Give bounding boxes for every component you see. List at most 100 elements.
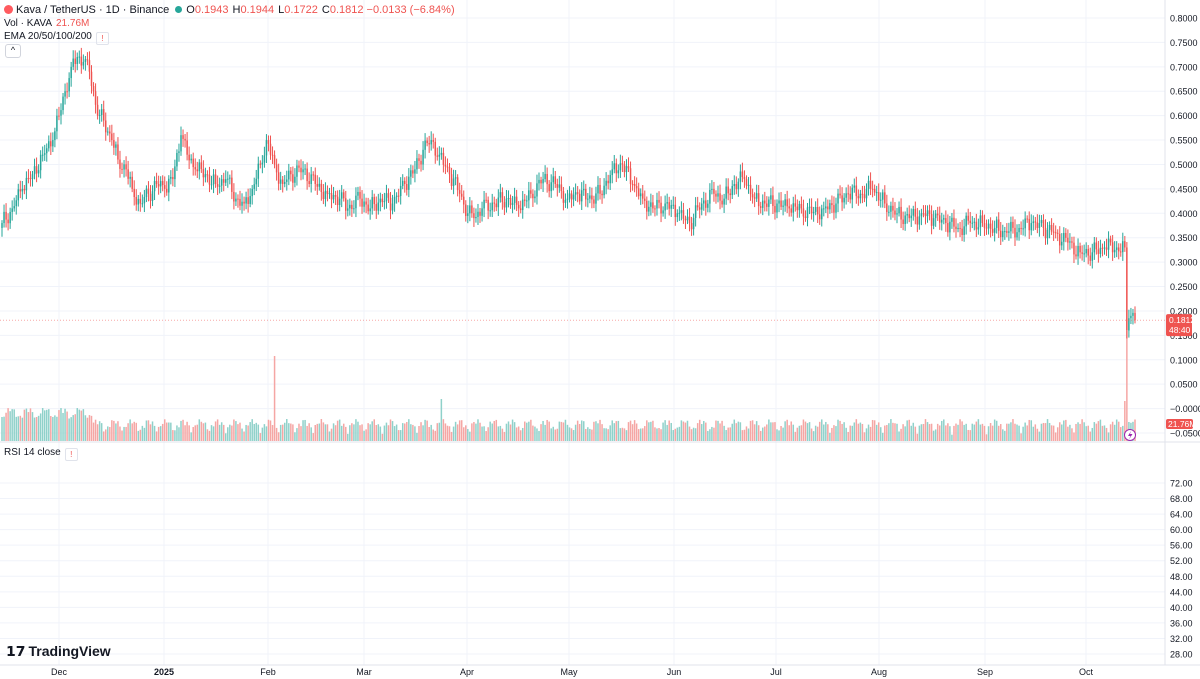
volume-bar (814, 425, 817, 441)
volume-bar (678, 426, 681, 441)
candle-body (163, 185, 166, 189)
tradingview-logo[interactable]: 𝟭𝟳 TradingView (6, 643, 111, 660)
candle-body (225, 179, 227, 183)
volume-bar (1040, 423, 1043, 441)
candle-body (682, 210, 685, 219)
price-tick-label: 0.0500 (1170, 380, 1198, 390)
candle-body (336, 196, 339, 206)
volume-bar (908, 419, 910, 441)
candle-body (715, 193, 717, 197)
rsi-warning-icon[interactable]: ! (64, 448, 78, 461)
volume-bar (294, 432, 296, 441)
candle-body (48, 141, 50, 149)
volume-bar (603, 428, 605, 441)
candle-body (843, 197, 845, 203)
collapse-legend-button[interactable]: ^ (5, 44, 21, 58)
candle-body (1069, 241, 1071, 243)
candle-body (629, 168, 632, 184)
price-tick-label: 0.4000 (1170, 209, 1198, 219)
candle-body (544, 173, 546, 180)
volume-bar (1026, 425, 1028, 441)
candle-body (119, 159, 121, 169)
candle-body (1058, 233, 1061, 246)
volume-bar (713, 427, 715, 441)
candle-body (283, 181, 286, 184)
volume-bar (198, 419, 201, 441)
volume-bar (401, 423, 404, 441)
volume-bar (1120, 427, 1122, 441)
volume-bar (709, 429, 711, 441)
symbol-title[interactable]: Kava / TetherUS · 1D · Binance (16, 4, 170, 16)
candle-body (611, 169, 613, 176)
candle-body (192, 158, 194, 168)
candle-body (922, 213, 925, 215)
candle-body (943, 218, 945, 220)
candle-body (662, 210, 664, 214)
volume-bar (1006, 423, 1008, 441)
candle-body (587, 198, 589, 200)
candle-body (271, 154, 274, 156)
volume-bar (599, 419, 601, 441)
volume-bar (1050, 425, 1053, 441)
volume-bar (336, 420, 339, 441)
candle-body (259, 163, 262, 165)
time-tick-label: 2025 (154, 667, 174, 677)
candle-body (745, 179, 748, 186)
volume-bar (562, 422, 565, 441)
candle-body (1020, 227, 1022, 229)
candle-body (1081, 252, 1083, 254)
volume-bar (353, 424, 355, 441)
volume-bar (172, 430, 174, 441)
volume-bar (78, 409, 81, 441)
volume-bar (932, 430, 935, 441)
volume-bar (835, 426, 837, 441)
volume-bar (43, 410, 46, 441)
volume-bar (707, 430, 709, 441)
rsi-legend[interactable]: RSI 14 close! (4, 447, 78, 461)
volume-legend[interactable]: Vol · KAVA 21.76M (4, 18, 89, 29)
volume-bar (774, 422, 776, 441)
candle-body (294, 176, 296, 183)
candle-body (877, 192, 880, 201)
volume-bar (1126, 331, 1128, 441)
volume-bar (308, 423, 310, 441)
candle-body (452, 178, 455, 186)
candle-body (96, 104, 99, 116)
candle-body (656, 199, 658, 209)
candle-body (318, 183, 321, 187)
volume-bar (82, 409, 85, 441)
candle-body (88, 60, 91, 72)
volume-bar (397, 430, 400, 441)
warning-icon[interactable]: ! (95, 32, 109, 45)
candle-body (564, 199, 567, 203)
candle-body (973, 221, 976, 223)
volume-bar (1052, 425, 1055, 441)
ema-legend[interactable]: EMA 20/50/100/200! (4, 31, 109, 45)
price-tick-label: 0.3500 (1170, 233, 1198, 243)
candle-body (168, 178, 170, 193)
candle-body (841, 195, 843, 203)
volume-bar (1034, 424, 1037, 441)
volume-bar (159, 426, 162, 441)
candle-body (5, 211, 7, 220)
volume-bar (473, 422, 475, 441)
volume-bar (536, 428, 538, 441)
candle-body (574, 192, 577, 195)
candle-body (100, 109, 103, 115)
candle-body (513, 196, 516, 203)
candle-body (635, 186, 638, 189)
volume-bar (80, 410, 83, 441)
volume-bar (981, 423, 984, 441)
volume-bar (369, 424, 371, 441)
volume-bar (786, 419, 788, 441)
candle-body (298, 165, 300, 168)
candle-body (694, 205, 697, 219)
candle-body (1022, 228, 1024, 230)
price-tick-label: 0.5000 (1170, 160, 1198, 170)
candle-body (369, 208, 371, 212)
volume-bar (894, 423, 896, 441)
candle-body (1032, 221, 1035, 224)
volume-bar (206, 429, 209, 441)
